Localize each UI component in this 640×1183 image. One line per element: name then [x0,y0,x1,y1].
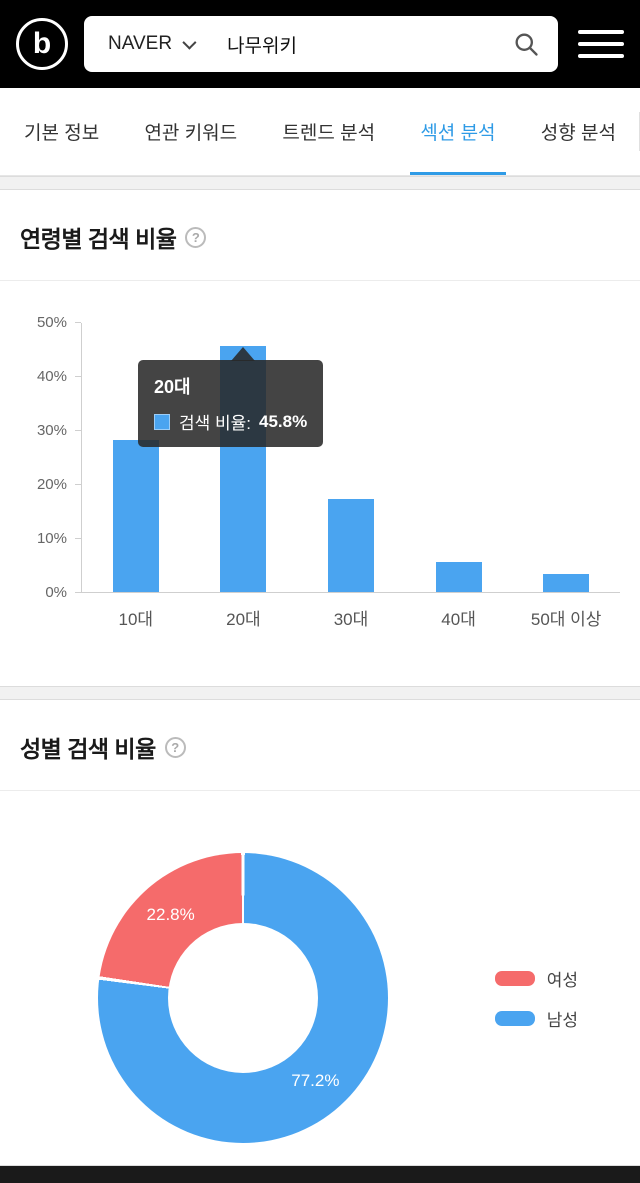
section-divider-band [0,686,640,700]
bar-slot [405,323,513,592]
donut-slice-label: 77.2% [291,1071,340,1091]
search-icon[interactable] [512,30,540,58]
tooltip-pointer [231,347,256,361]
legend-swatch [494,1010,535,1026]
y-axis: 0% 10% 20% 30% 40% 50% [20,314,82,601]
y-tick-mark [75,592,81,593]
app-header: b NAVER 나무위키 [0,0,640,88]
bar-5[interactable] [543,574,590,592]
legend-label: 남성 [546,1010,578,1030]
y-tick-mark [75,322,81,323]
chevron-down-icon [182,35,197,50]
app-logo[interactable]: b [16,18,68,70]
bottom-bar [0,1165,640,1183]
y-tick-mark [75,376,81,377]
bar-slot [82,323,190,592]
tab-related-keywords[interactable]: 연관 키워드 [144,123,238,144]
y-tick-mark [75,484,81,485]
help-icon[interactable]: ? [185,226,207,248]
tab-bar: 기본 정보 연관 키워드 트렌드 분석 섹션 분석 성향 분석 [0,88,640,176]
search-bar[interactable]: NAVER 나무위키 [84,16,558,72]
tooltip-label: 검색 비율: [179,414,252,433]
donut-chart[interactable]: 77.2% 22.8% [98,853,388,1143]
title-divider [0,280,640,281]
tab-basic-info[interactable]: 기본 정보 [24,123,100,144]
x-axis-label: 10대 [118,610,154,629]
x-axis-label: 50대 이상 [530,610,602,629]
tooltip-value: 45.8% [259,411,308,431]
x-axis: 10대 20대 30대 40대 50대 이상 [82,605,620,630]
tab-tendency-analysis[interactable]: 성향 분석 [540,123,616,144]
series-swatch-icon [154,413,170,430]
x-axis-label: 20대 [226,610,261,629]
bar-4[interactable] [435,561,482,592]
legend-swatch [494,970,535,986]
section-divider-band [0,176,640,190]
y-axis-label: 30% [36,422,67,439]
search-provider-label: NAVER [108,33,173,54]
help-icon[interactable]: ? [164,736,186,758]
bottom-dark-band [0,1166,640,1183]
bar-1[interactable] [112,440,159,592]
bar-slot [512,323,620,592]
age-section-title: 연령별 검색 비율 [20,226,177,252]
x-axis-label: 30대 [333,610,369,629]
legend-item-2[interactable]: 남성 [494,1006,578,1031]
title-divider [0,790,640,791]
age-ratio-section: 연령별 검색 비율 ? 0% 10% 20% 30% 40% 50% 20대 검색 비율:… [0,190,640,686]
legend-item-1[interactable]: 여성 [494,966,578,991]
bar-plot-area: 20대 검색 비율: 45.8% [82,323,620,593]
y-axis-label: 20% [36,476,67,493]
y-tick-mark [75,538,81,539]
tab-trend-analysis[interactable]: 트렌드 분석 [282,123,376,144]
donut-slice-label: 22.8% [146,904,195,924]
y-tick-mark [75,430,81,431]
age-bar-chart: 0% 10% 20% 30% 40% 50% 20대 검색 비율: 45.8% [20,314,620,601]
search-provider-select[interactable]: NAVER [108,33,197,55]
bar-slot [297,323,405,592]
chart-tooltip: 20대 검색 비율: 45.8% [138,360,324,447]
tooltip-category: 20대 [154,377,191,397]
legend-label: 여성 [546,970,578,990]
y-axis-label: 10% [36,530,67,547]
y-axis-label: 50% [36,314,67,331]
x-axis-label: 40대 [441,610,476,629]
bar-3[interactable] [327,499,374,592]
menu-button[interactable] [578,30,624,58]
y-axis-label: 40% [36,368,67,385]
y-axis-label: 0% [45,584,67,601]
gender-section-title: 성별 검색 비율 [20,736,156,762]
search-query[interactable]: 나무위키 [227,35,297,57]
tab-section-analysis[interactable]: 섹션 분석 [410,88,506,175]
